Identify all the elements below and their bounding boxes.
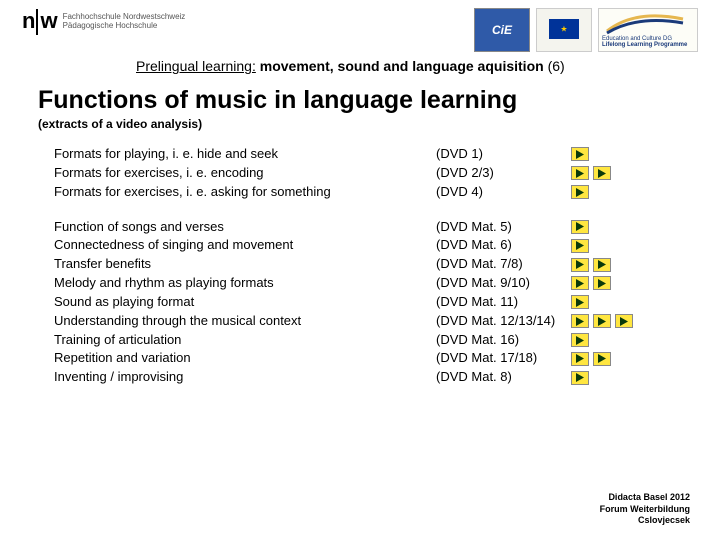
row-dvd: (DVD Mat. 12/13/14) [436,312,571,331]
page-title: Functions of music in language learning [38,86,720,115]
row-dvd: (DVD 1) [436,145,571,164]
content-list: Formats for playing, i. e. hide and seek… [54,145,720,387]
nw-logo-block: nw Fachhochschule Nordwestschweiz Pädago… [22,8,185,35]
row-text: Formats for exercises, i. e. encoding [54,164,436,183]
play-icon[interactable] [571,239,589,253]
play-icon[interactable] [593,166,611,180]
row-text: Inventing / improvising [54,368,436,387]
row-dvd: (DVD Mat. 16) [436,331,571,350]
play-icon[interactable] [571,352,589,366]
play-icon[interactable] [615,314,633,328]
play-icon[interactable] [571,166,589,180]
play-icon[interactable] [571,314,589,328]
row-play-icons [571,314,633,328]
nw-logo: nw [22,8,57,35]
row-play-icons [571,239,589,253]
row-play-icons [571,352,611,366]
eu-flag-icon [549,19,579,39]
list-row: Formats for exercises, i. e. asking for … [54,183,720,202]
fh-line2: Pädagogische Hochschule [63,22,186,31]
row-play-icons [571,371,589,385]
row-play-icons [571,147,589,161]
page-subtitle: (extracts of a video analysis) [38,117,720,131]
list-row: Connectedness of singing and movement(DV… [54,236,720,255]
list-row: Formats for playing, i. e. hide and seek… [54,145,720,164]
play-icon[interactable] [571,333,589,347]
list-row: Sound as playing format(DVD Mat. 11) [54,293,720,312]
subheader-bold: movement, sound and language aquisition [256,58,548,74]
row-play-icons [571,276,611,290]
header: nw Fachhochschule Nordwestschweiz Pädago… [0,0,720,54]
llp-line2: Lifelong Learning Programme [602,42,694,48]
row-text: Function of songs and verses [54,218,436,237]
row-dvd: (DVD Mat. 11) [436,293,571,312]
llp-logo: Education and Culture DG Lifelong Learni… [598,8,698,52]
play-icon[interactable] [571,295,589,309]
row-dvd: (DVD 4) [436,183,571,202]
row-play-icons [571,220,589,234]
row-text: Melody and rhythm as playing formats [54,274,436,293]
row-text: Training of articulation [54,331,436,350]
play-icon[interactable] [593,276,611,290]
content-block: Formats for playing, i. e. hide and seek… [54,145,720,202]
nw-w: w [40,8,56,33]
cie-label: CiE [492,23,512,37]
play-icon[interactable] [571,185,589,199]
play-icon[interactable] [571,258,589,272]
subheader-suffix: (6) [548,58,565,74]
footer-line1: Didacta Basel 2012 [600,492,690,503]
play-icon[interactable] [593,258,611,272]
list-row: Understanding through the musical contex… [54,312,720,331]
row-dvd: (DVD Mat. 5) [436,218,571,237]
subheader-prefix: Prelingual learning: [136,58,256,74]
play-icon[interactable] [593,314,611,328]
nw-n: n [22,8,34,33]
content-block: Function of songs and verses(DVD Mat. 5)… [54,218,720,388]
row-play-icons [571,185,589,199]
list-row: Inventing / improvising(DVD Mat. 8) [54,368,720,387]
list-row: Repetition and variation(DVD Mat. 17/18) [54,349,720,368]
eu-flag-block [536,8,592,52]
fh-text: Fachhochschule Nordwestschweiz Pädagogis… [63,13,186,31]
row-text: Formats for playing, i. e. hide and seek [54,145,436,164]
row-text: Formats for exercises, i. e. asking for … [54,183,436,202]
list-row: Transfer benefits(DVD Mat. 7/8) [54,255,720,274]
partner-logos: CiE Education and Culture DG Lifelong Le… [474,8,698,52]
play-icon[interactable] [593,352,611,366]
row-play-icons [571,333,589,347]
cie-logo: CiE [474,8,530,52]
row-dvd: (DVD Mat. 7/8) [436,255,571,274]
list-row: Function of songs and verses(DVD Mat. 5) [54,218,720,237]
list-row: Training of articulation(DVD Mat. 16) [54,331,720,350]
row-dvd: (DVD Mat. 9/10) [436,274,571,293]
footer-line3: Cslovjecsek [600,515,690,526]
play-icon[interactable] [571,220,589,234]
play-icon[interactable] [571,371,589,385]
row-text: Repetition and variation [54,349,436,368]
row-dvd: (DVD Mat. 8) [436,368,571,387]
row-text: Transfer benefits [54,255,436,274]
row-text: Sound as playing format [54,293,436,312]
row-dvd: (DVD Mat. 6) [436,236,571,255]
list-row: Formats for exercises, i. e. encoding(DV… [54,164,720,183]
row-play-icons [571,258,611,272]
row-dvd: (DVD 2/3) [436,164,571,183]
play-icon[interactable] [571,147,589,161]
footer: Didacta Basel 2012 Forum Weiterbildung C… [600,492,690,526]
row-play-icons [571,166,611,180]
play-icon[interactable] [571,276,589,290]
footer-line2: Forum Weiterbildung [600,504,690,515]
row-dvd: (DVD Mat. 17/18) [436,349,571,368]
list-row: Melody and rhythm as playing formats(DVD… [54,274,720,293]
row-play-icons [571,295,589,309]
nw-bar-icon [36,9,38,35]
subheader: Prelingual learning: movement, sound and… [136,54,720,82]
row-text: Connectedness of singing and movement [54,236,436,255]
row-text: Understanding through the musical contex… [54,312,436,331]
llp-swoosh-icon [605,13,685,35]
